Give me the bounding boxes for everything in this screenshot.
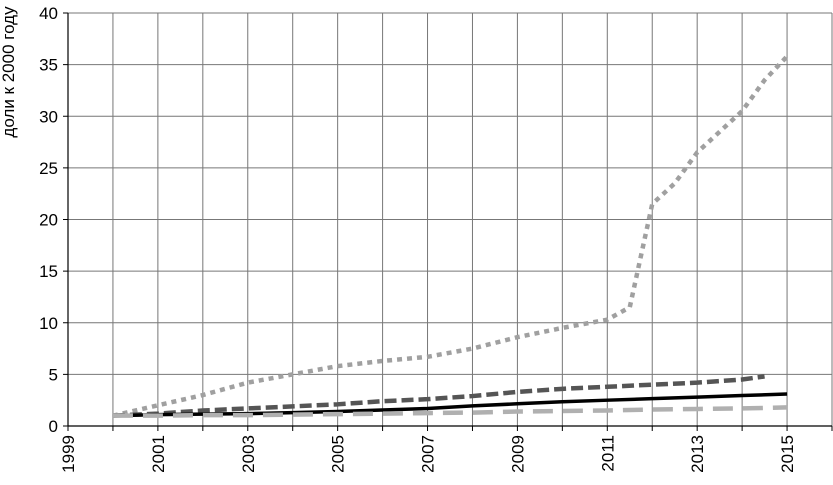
series-line-dotted — [112, 54, 789, 418]
y-tick-label: 5 — [49, 365, 58, 384]
y-tick-labels: 0 5 10 15 20 25 30 35 40 — [39, 4, 58, 436]
x-tick-label: 2011 — [598, 435, 617, 472]
axes — [63, 12, 833, 431]
x-tick-label: 2007 — [419, 435, 438, 473]
y-tick-label: 30 — [39, 107, 58, 126]
x-tick-label: 1999 — [59, 435, 78, 473]
y-tick-label: 10 — [39, 314, 58, 333]
x-tick-label: 2015 — [778, 435, 797, 473]
y-tick-label: 35 — [39, 56, 58, 75]
y-tick-label: 15 — [39, 262, 58, 281]
series-line-solid — [112, 392, 788, 418]
y-tick-label: 25 — [39, 159, 58, 178]
y-axis-label: доли к 2000 году — [0, 6, 18, 138]
grid — [68, 12, 833, 426]
x-tick-label: 2009 — [508, 435, 527, 473]
series-line-long-dash — [112, 405, 788, 418]
y-tick-label: 40 — [39, 4, 58, 23]
series-group — [112, 54, 789, 418]
x-tick-label: 2003 — [239, 435, 258, 473]
x-tick-labels: 1999 2001 2003 2005 2007 2009 2011 2013 2015 — [59, 435, 797, 473]
x-tick-label: 2005 — [329, 435, 348, 473]
y-tick-label: 20 — [39, 211, 58, 230]
series-line-dashed — [112, 374, 765, 418]
y-tick-label: 0 — [49, 417, 58, 436]
x-tick-label: 2013 — [688, 435, 707, 473]
x-tick-label: 2001 — [149, 435, 168, 473]
